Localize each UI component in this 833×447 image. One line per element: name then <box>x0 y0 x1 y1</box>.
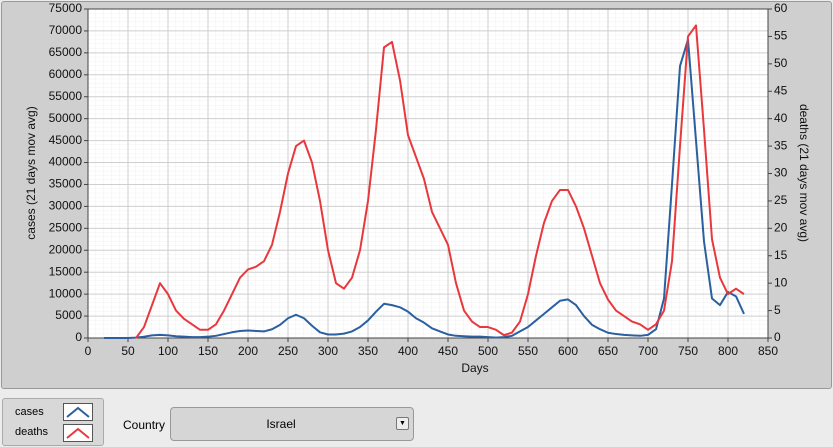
data-line <box>104 38 745 339</box>
y-tick-label: 5000 <box>55 308 82 322</box>
x-tick-label: 100 <box>158 344 178 358</box>
x-tick-label: 700 <box>638 344 658 358</box>
y-tick-label: 50000 <box>49 111 83 125</box>
x-axis-label: Days <box>461 361 488 375</box>
y-tick-label: 70000 <box>49 23 83 37</box>
y-tick-label: 35000 <box>49 177 83 191</box>
x-tick-label: 600 <box>558 344 578 358</box>
legend-icon <box>66 406 90 418</box>
y2-tick-label: 30 <box>774 166 788 180</box>
x-tick-label: 650 <box>598 344 618 358</box>
y-tick-label: 20000 <box>49 242 83 256</box>
legend-swatch <box>63 424 93 442</box>
y2-tick-label: 25 <box>774 193 788 207</box>
y-axis-label: cases (21 days mov avg) <box>24 106 38 239</box>
y-tick-label: 30000 <box>49 199 83 213</box>
minor-grid <box>88 9 768 338</box>
x-tick-label: 300 <box>318 344 338 358</box>
y-tick-label: 75000 <box>49 1 83 15</box>
x-tick-label: 800 <box>718 344 738 358</box>
y-tick-label: 25000 <box>49 221 83 235</box>
y2-tick-label: 10 <box>774 275 788 289</box>
y2-tick-label: 40 <box>774 111 788 125</box>
legend-line <box>66 427 90 439</box>
x-tick-label: 550 <box>518 344 538 358</box>
x-tick-label: 450 <box>438 344 458 358</box>
y2-tick-label: 60 <box>774 1 788 15</box>
x-tick-label: 850 <box>758 344 778 358</box>
country-label: Country <box>123 418 166 432</box>
y-tick-label: 65000 <box>49 45 83 59</box>
y-tick-label: 15000 <box>49 264 83 278</box>
y2-tick-label: 45 <box>774 83 788 97</box>
chart: Days cases (21 days mov avg) deaths (21 … <box>24 1 811 375</box>
legend-label: cases <box>15 406 44 418</box>
x-tick-label: 250 <box>278 344 298 358</box>
country-dropdown[interactable]: Israel ▼ <box>170 407 414 441</box>
y2-tick-label: 35 <box>774 138 788 152</box>
legend: cases deaths <box>2 398 104 446</box>
y2-tick-label: 20 <box>774 221 788 235</box>
x-tick-label: 750 <box>678 344 698 358</box>
x-tick-label: 400 <box>398 344 418 358</box>
y2-axis-label: deaths (21 days mov avg) <box>797 104 811 242</box>
dropdown-button[interactable]: ▼ <box>396 417 409 430</box>
y-tick-label: 45000 <box>49 133 83 147</box>
data-line <box>135 24 745 339</box>
x-tick-label: 150 <box>198 344 218 358</box>
y2-tick-label: 50 <box>774 56 788 70</box>
x-tick-label: 500 <box>478 344 498 358</box>
y2-tick-label: 5 <box>774 303 781 317</box>
y-tick-label: 60000 <box>49 67 83 81</box>
x-tick-label: 350 <box>358 344 378 358</box>
y-tick-label: 10000 <box>49 286 83 300</box>
x-tick-label: 200 <box>238 344 258 358</box>
legend-icon <box>66 427 90 439</box>
y2-tick-label: 15 <box>774 248 788 262</box>
x-tick-label: 0 <box>85 344 92 358</box>
y-tick-label: 55000 <box>49 89 83 103</box>
legend-label: deaths <box>15 426 49 438</box>
legend-line <box>66 406 90 418</box>
y-tick-label: 0 <box>75 330 82 344</box>
legend-swatch <box>63 403 93 421</box>
y2-tick-label: 0 <box>774 330 781 344</box>
x-tick-label: 50 <box>121 344 135 358</box>
y2-tick-label: 55 <box>774 29 788 43</box>
dropdown-value: Israel <box>266 417 296 431</box>
y-tick-label: 40000 <box>49 155 83 169</box>
